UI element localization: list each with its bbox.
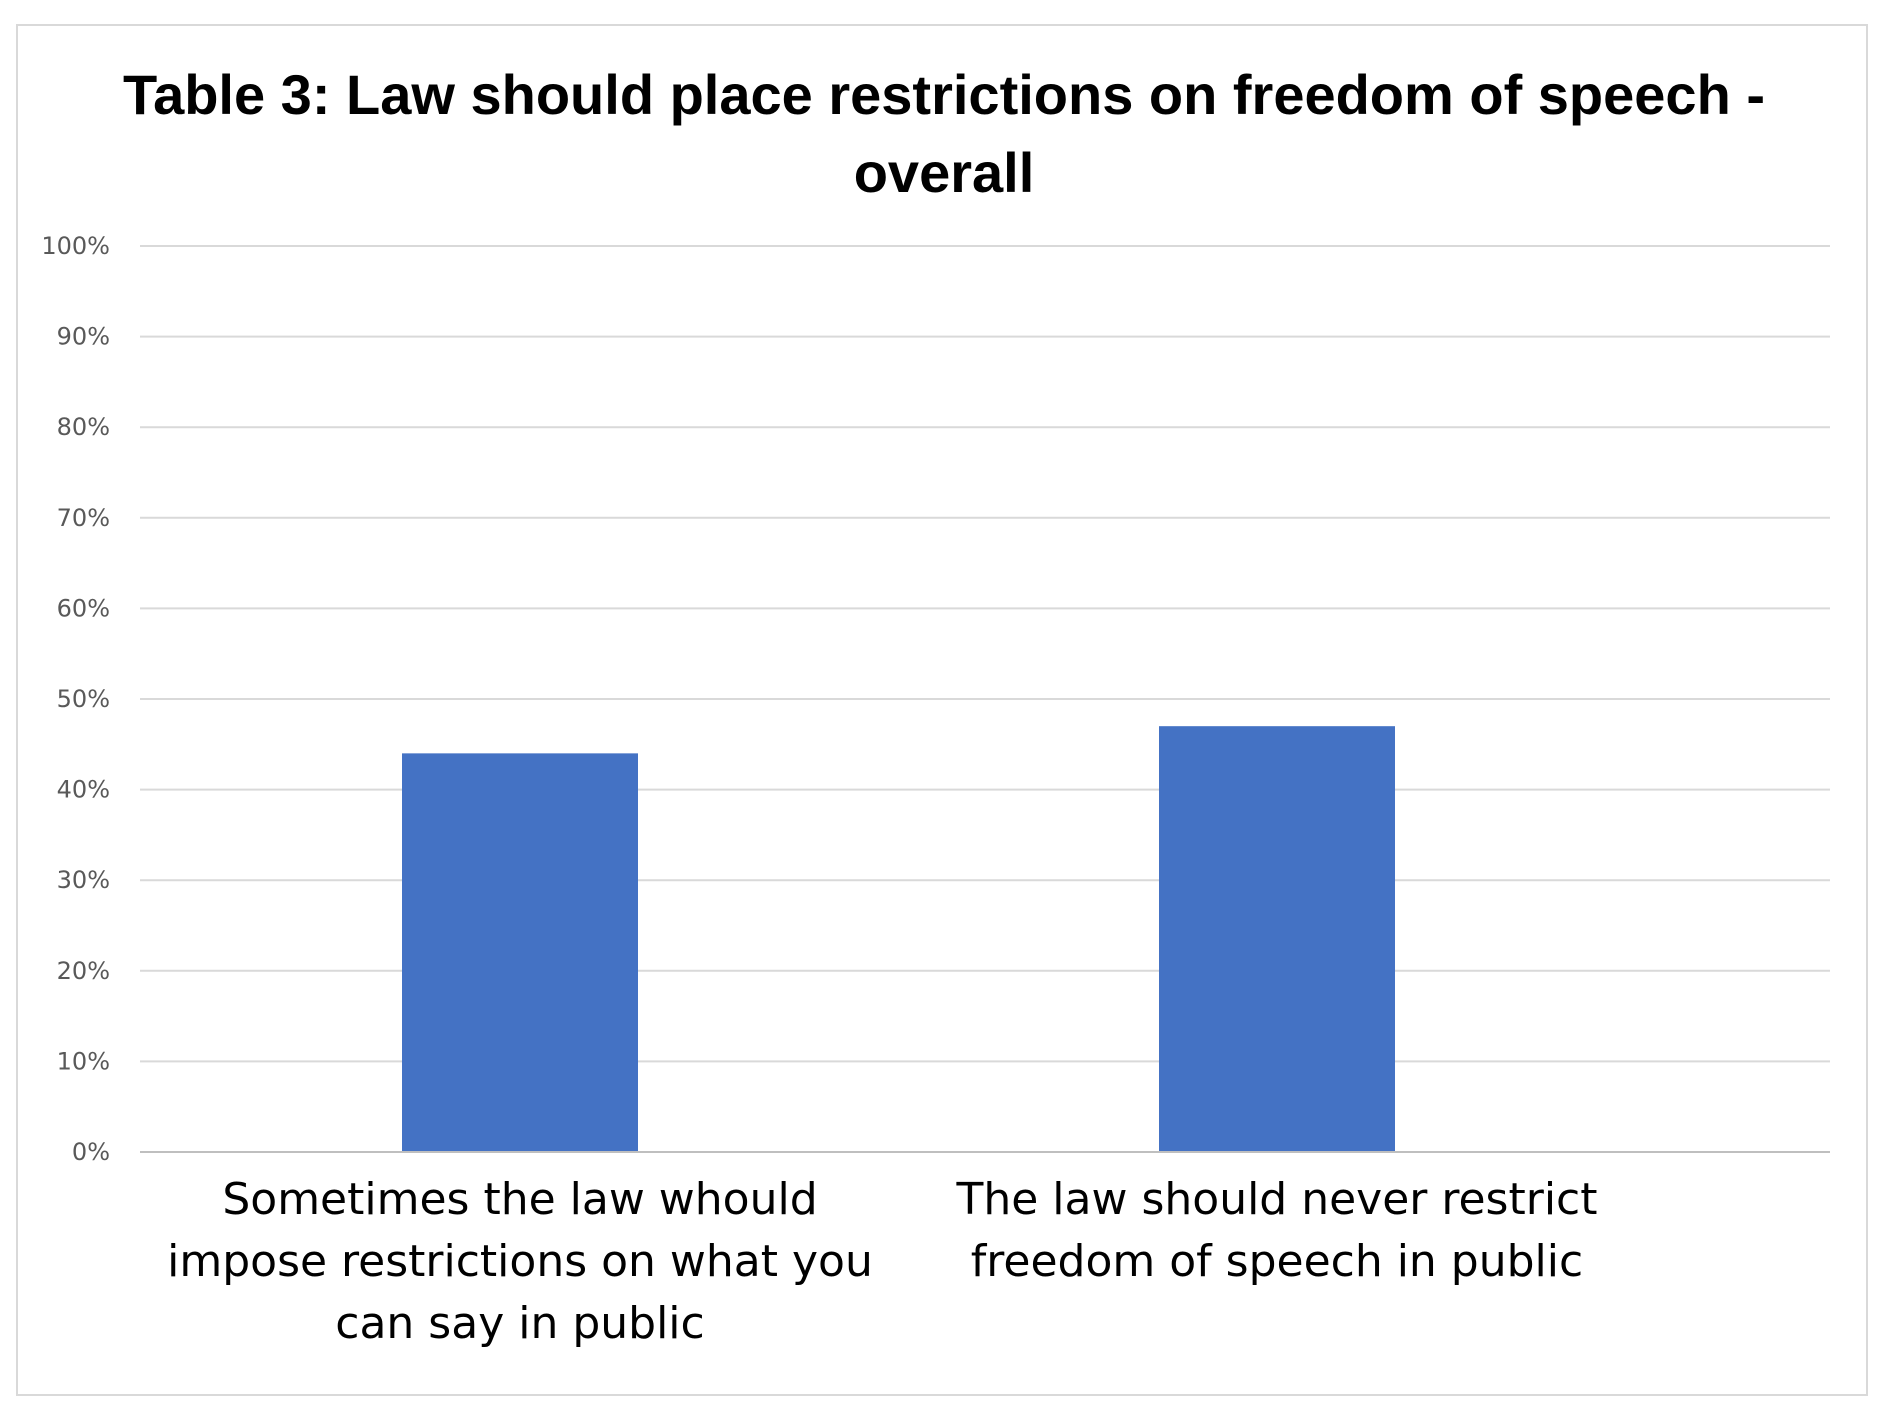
y-tick-label-20pct: 20% [57, 957, 110, 985]
y-tick-label-30pct: 30% [57, 866, 110, 894]
y-tick-label-40pct: 40% [57, 776, 110, 804]
category-label-1: Sometimes the law whould impose restricti… [167, 1174, 873, 1349]
category-label-1-line-2: impose restrictions on what you [167, 1236, 873, 1287]
y-tick-label-50pct: 50% [57, 685, 110, 713]
y-tick-label-70pct: 70% [57, 504, 110, 532]
bar-2 [1159, 726, 1395, 1152]
bars [402, 726, 1395, 1152]
chart-title: Table 3: Law should place restrictions o… [123, 63, 1765, 204]
category-label-2-line-2: freedom of speech in public [971, 1236, 1583, 1287]
y-axis-tick-labels: 0% 10% 20% 30% 40% 50% 60% 70% 80% 90% 100% [41, 232, 110, 1166]
chart-title-line-1: Table 3: Law should place restrictions o… [123, 63, 1765, 126]
category-label-1-line-3: can say in public [335, 1298, 704, 1349]
y-tick-label-60pct: 60% [57, 594, 110, 622]
x-axis-category-labels: Sometimes the law whould impose restricti… [167, 1174, 1597, 1349]
bar-1 [402, 753, 638, 1152]
category-label-1-line-1: Sometimes the law whould [222, 1174, 817, 1225]
y-tick-label-0pct: 0% [72, 1138, 110, 1166]
y-tick-label-90pct: 90% [57, 323, 110, 351]
chart-frame: Table 3: Law should place restrictions o… [16, 24, 1868, 1396]
category-label-2-line-1: The law should never restrict [955, 1174, 1597, 1225]
y-tick-label-10pct: 10% [57, 1047, 110, 1075]
category-label-2: The law should never restrict freedom of … [955, 1174, 1597, 1287]
bar-chart: Table 3: Law should place restrictions o… [41, 63, 1830, 1349]
gridlines [140, 245, 1830, 1063]
chart-title-line-2: overall [854, 141, 1035, 204]
y-tick-label-100pct: 100% [41, 232, 110, 260]
y-tick-label-80pct: 80% [57, 413, 110, 441]
